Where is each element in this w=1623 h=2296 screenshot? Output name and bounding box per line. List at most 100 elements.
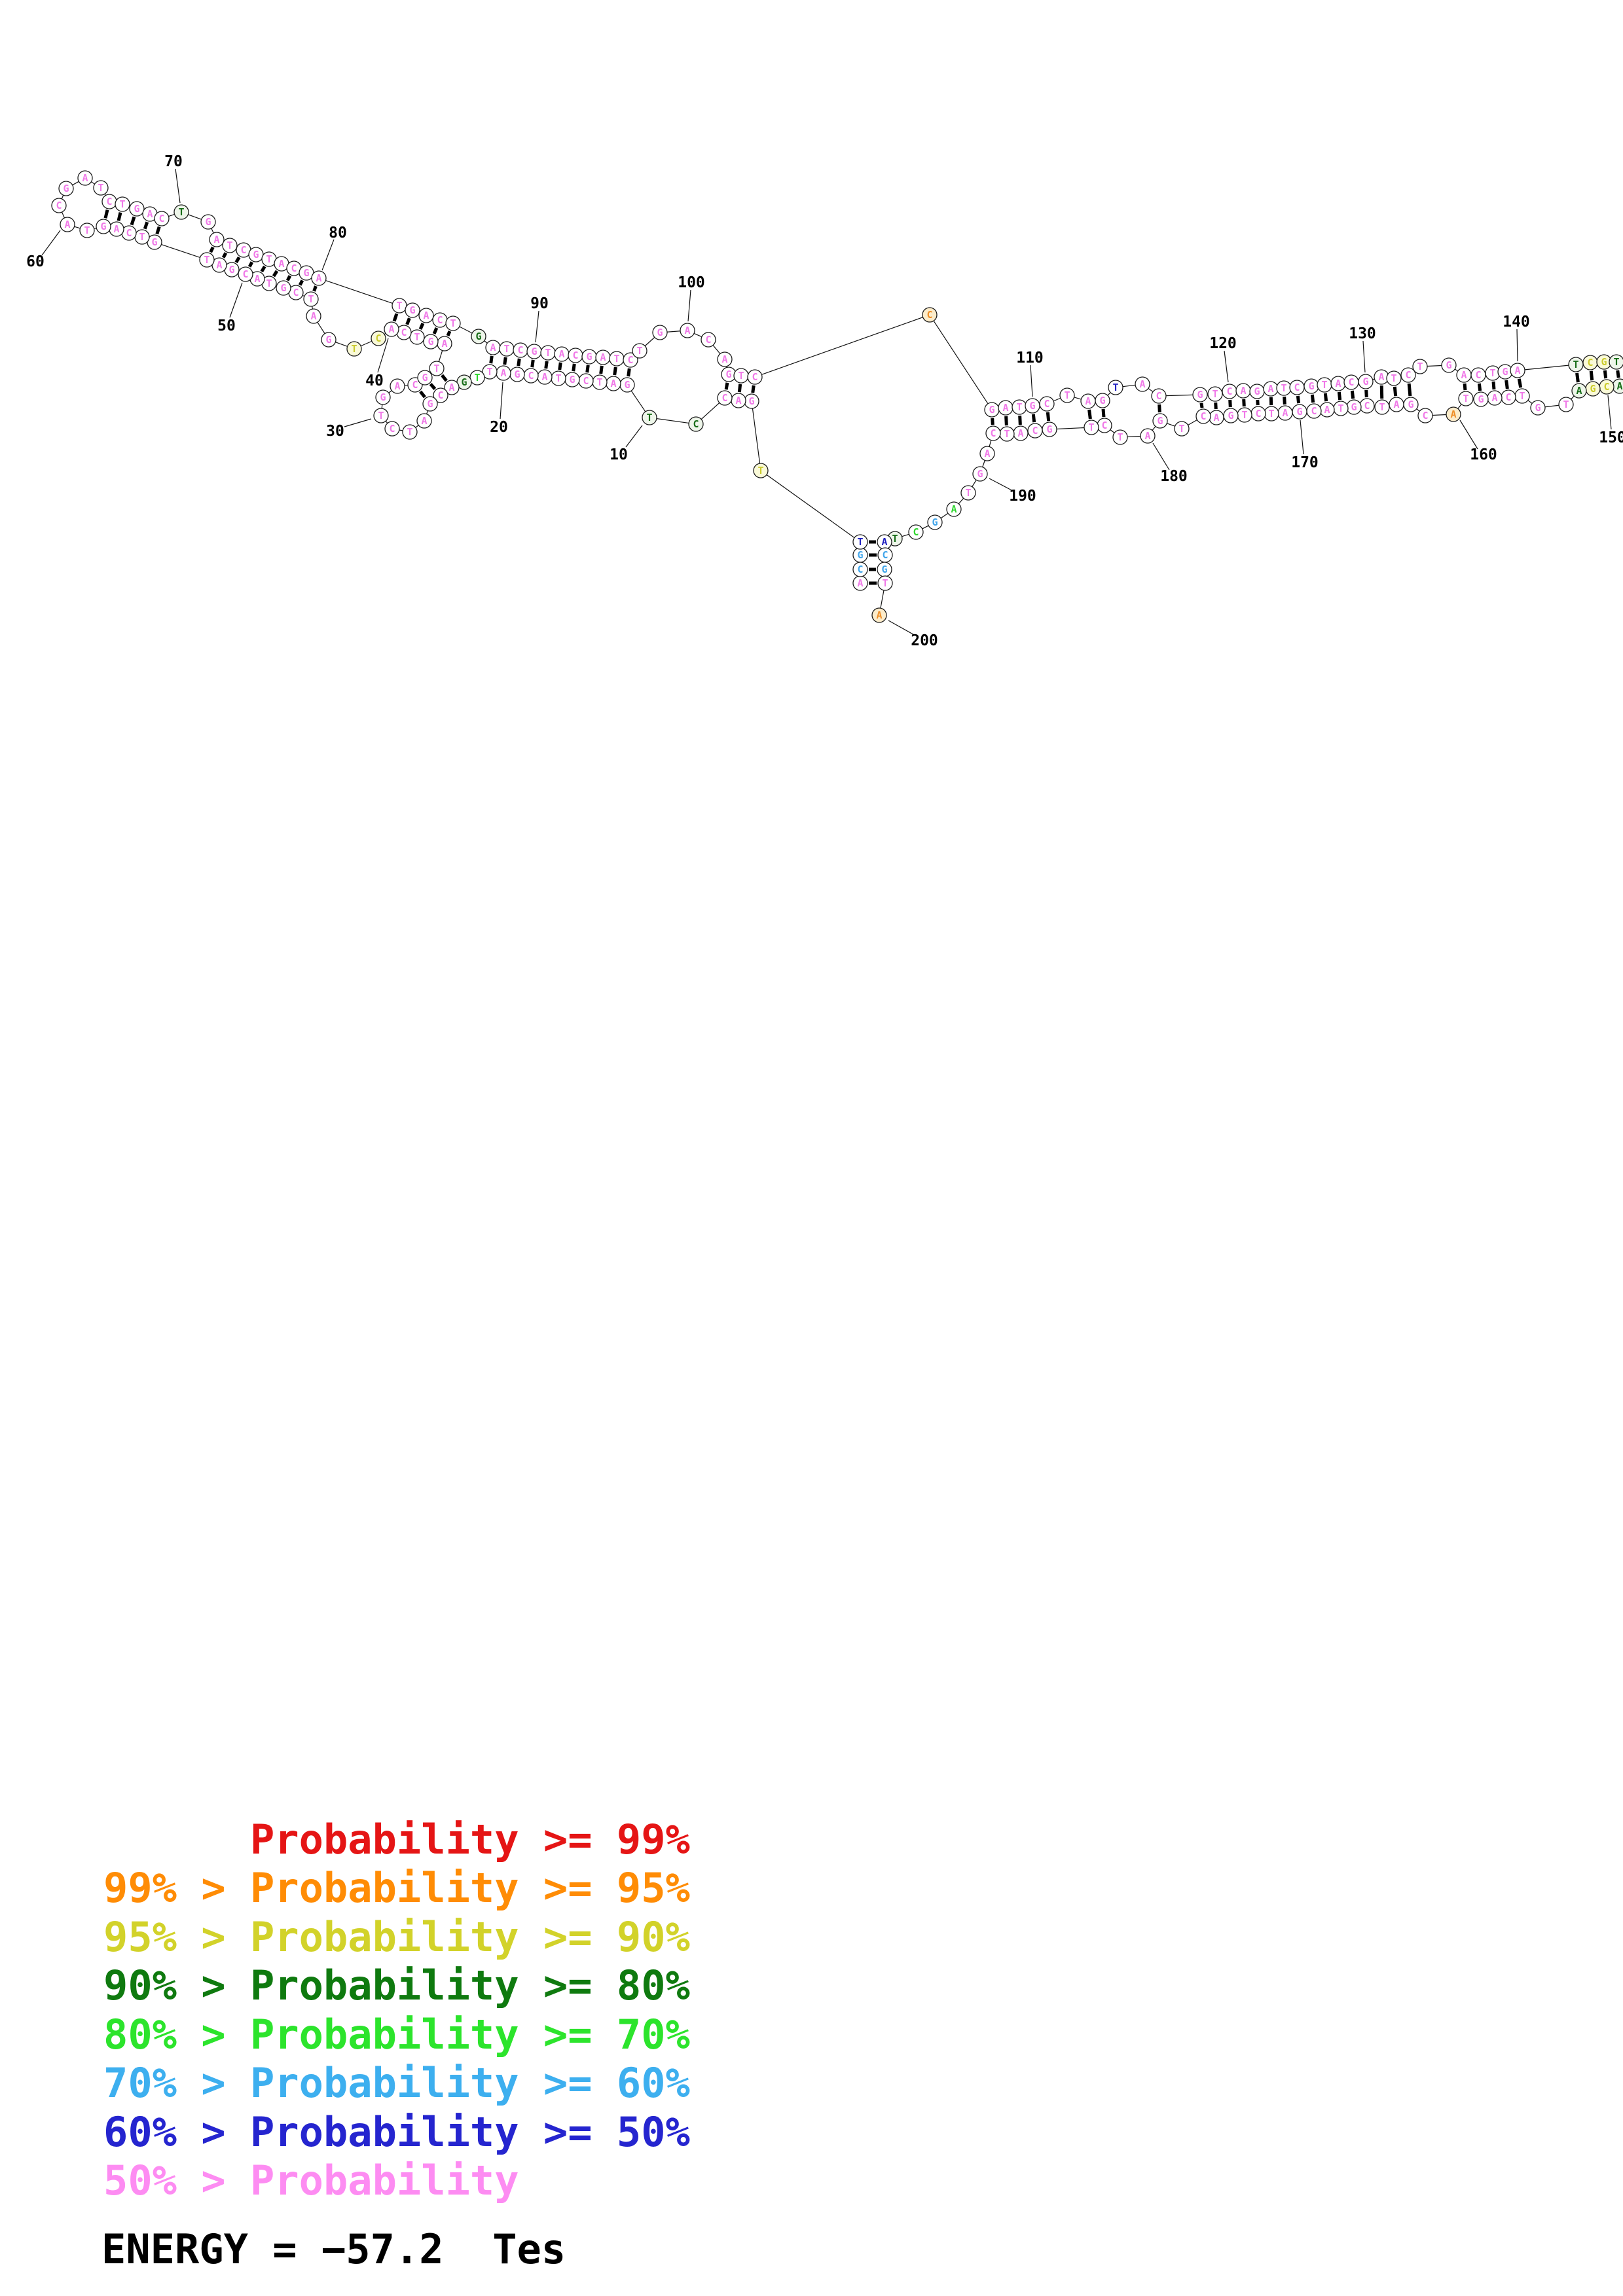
backbone-segment <box>484 340 488 344</box>
nucleotide-node: G <box>1249 384 1265 399</box>
nucleotide-letter: G <box>1590 383 1596 395</box>
backbone-segment <box>1148 387 1154 393</box>
position-label: 80 <box>329 224 347 242</box>
nucleotide-circle <box>418 308 434 323</box>
nucleotide-node: G <box>1441 357 1457 373</box>
nucleotide-letter: C <box>1255 408 1261 420</box>
base-pair-bond <box>272 270 279 278</box>
base-pair-bond <box>117 212 122 221</box>
nucleotide-letter: C <box>1044 398 1049 410</box>
nucleotide-letter: C <box>752 371 757 383</box>
nucleotide-letter: A <box>1450 408 1456 420</box>
base-pair-bonds <box>103 209 1620 585</box>
nucleotide-letter: G <box>1408 399 1413 410</box>
nucleotide-circle <box>1358 374 1374 389</box>
nucleotide-letter: G <box>531 346 537 357</box>
nucleotide-node: G <box>1403 397 1419 412</box>
nucleotide-node: C <box>623 352 638 368</box>
position-label: 40 <box>365 372 384 389</box>
nucleotide-node: T <box>303 291 319 307</box>
nucleotide-letter: C <box>1587 357 1593 368</box>
base-pair-bond <box>1477 383 1482 391</box>
nucleotide-circle <box>1112 429 1128 445</box>
nucleotide-letter: C <box>242 268 248 280</box>
position-label: 200 <box>911 632 938 649</box>
nucleotide-node: C <box>852 562 868 577</box>
nucleotide-node: A <box>1209 410 1224 425</box>
nucleotide-letter: T <box>646 412 652 423</box>
base-pair-bond <box>1018 415 1022 425</box>
nucleotide-node: A <box>554 346 570 362</box>
backbone-segment <box>666 331 681 332</box>
nucleotide-node: T <box>1458 391 1474 406</box>
nucleotide-node: A <box>946 501 962 517</box>
nucleotide-node: T <box>402 424 418 440</box>
nucleotide-letter: C <box>882 549 888 561</box>
nucleotide-node: T <box>1112 429 1128 445</box>
backbone-segment <box>644 336 655 347</box>
nucleotide-letter: T <box>1016 401 1022 413</box>
nucleotide-letter: T <box>486 366 492 378</box>
backbone-segment <box>74 226 81 229</box>
nucleotide-node: G <box>852 547 868 563</box>
nucleotide-node: C <box>701 332 716 348</box>
nucleotide-letter: T <box>98 182 103 194</box>
base-pair-bond <box>489 355 494 364</box>
nucleotide-node: C <box>433 387 448 403</box>
position-label-line <box>625 425 643 448</box>
nucleotide-letter: A <box>1576 385 1582 397</box>
nucleotide-node: T <box>642 410 657 425</box>
position-label: 110 <box>1016 350 1044 367</box>
nucleotide-node: A <box>537 369 553 385</box>
nucleotide-letter: A <box>1139 378 1145 390</box>
nucleotide-node: C <box>1039 396 1055 412</box>
nucleotide-circle <box>173 204 189 220</box>
nucleotide-node: G <box>972 466 988 482</box>
nucleotide-circle <box>429 361 445 376</box>
base-pair-bond <box>530 359 535 368</box>
nucleotide-circle <box>1571 383 1587 399</box>
nucleotide-node: A <box>606 376 621 391</box>
nucleotide-letter: A <box>1514 365 1520 376</box>
nucleotide-node: A <box>249 271 265 287</box>
legend-row: 99% > Probability >= 95% <box>103 1864 690 1912</box>
nucleotide-node: A <box>1080 393 1096 409</box>
nucleotide-letter: A <box>64 219 70 230</box>
nucleotide-letter: G <box>475 331 481 342</box>
nucleotide-letter: T <box>1379 401 1385 413</box>
nucleotide-letter: C <box>693 418 699 430</box>
nucleotide-node: A <box>1263 381 1279 397</box>
nucleotide-circle <box>311 270 327 286</box>
backbone-segment <box>693 332 702 338</box>
nucleotide-circle <box>1510 363 1525 378</box>
nucleotide-node: A <box>998 400 1013 416</box>
nucleotide-letter: T <box>1178 423 1184 435</box>
nucleotide-circle <box>417 370 433 386</box>
nucleotide-letter: G <box>725 368 731 380</box>
nucleotide-letter: G <box>1502 366 1508 378</box>
nucleotide-node: G <box>417 370 433 386</box>
nucleotide-node: G <box>405 302 420 318</box>
nucleotide-letter: C <box>106 196 112 207</box>
nucleotide-node: C <box>238 266 253 282</box>
nucleotide-node: G <box>1042 422 1057 437</box>
position-label: 190 <box>1009 488 1036 505</box>
legend-row: 70% > Probability >= 60% <box>103 2059 690 2107</box>
nucleotide-circle <box>306 308 321 324</box>
nucleotide-node: A <box>731 393 746 408</box>
nucleotide-node: C <box>1151 388 1167 404</box>
nucleotide-node: A <box>877 534 892 550</box>
nucleotide-node: C <box>688 416 704 432</box>
nucleotide-letter: G <box>228 264 234 276</box>
backbone-segment <box>902 533 909 537</box>
position-label: 120 <box>1209 335 1237 352</box>
nucleotide-circle <box>200 214 216 230</box>
nucleotide-node: C <box>747 369 763 385</box>
base-pair-bond <box>209 246 215 253</box>
position-label: 90 <box>530 295 549 312</box>
backbone-segment <box>1432 414 1447 416</box>
nucleotide-circle <box>747 369 763 385</box>
nucleotide-letter: A <box>113 223 119 235</box>
backbone-segment <box>630 390 646 412</box>
